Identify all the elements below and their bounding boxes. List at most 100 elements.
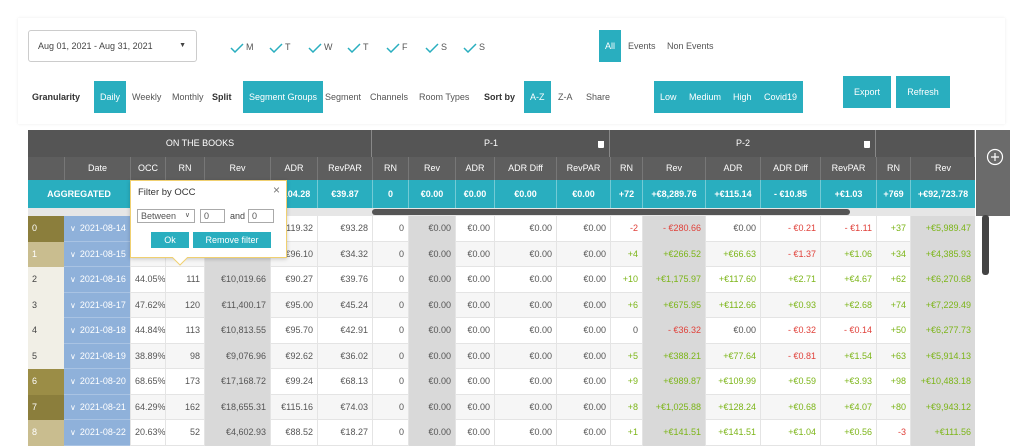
check-icon [386, 43, 400, 53]
date-text: 2021-08-22 [79, 427, 126, 437]
operator-select[interactable]: Between ∨ [137, 209, 195, 223]
sort-label: Sort by [484, 92, 516, 102]
sort-option[interactable]: Share [586, 92, 611, 102]
group-divider [371, 130, 372, 157]
delete-icon [598, 141, 604, 148]
value-cell: +6 [610, 292, 642, 318]
event-option[interactable]: Non Events [667, 41, 714, 51]
day-check[interactable]: M [230, 40, 254, 54]
day-check[interactable]: W [308, 40, 333, 54]
scroll-thumb [372, 209, 850, 215]
value-cell: 173 [165, 369, 204, 395]
value-cell: €0.00 [408, 241, 455, 267]
granularity-option[interactable]: Weekly [132, 92, 162, 102]
split-option[interactable]: Channels [370, 92, 409, 102]
refresh-button[interactable]: Refresh [896, 76, 950, 108]
granularity-option[interactable]: Monthly [172, 92, 204, 102]
export-button[interactable]: Export [843, 76, 891, 108]
row-date[interactable]: ∨ 2021-08-15 [64, 241, 130, 267]
day-check[interactable]: T [347, 40, 369, 54]
delete-icon [864, 141, 870, 148]
popup-pointer [172, 257, 188, 266]
from-input[interactable]: 0 [200, 209, 225, 223]
ok-button[interactable]: Ok [151, 232, 189, 248]
value-cell: +1 [610, 420, 642, 446]
expand-chevron: ∨ [70, 249, 76, 259]
day-label: S [479, 42, 486, 52]
value-cell: €0.00 [408, 420, 455, 446]
level-button[interactable]: Low [654, 81, 683, 113]
remove-filter-button[interactable]: Remove filter [193, 232, 271, 248]
value-cell: €0.00 [408, 292, 455, 318]
value-cell: €0.00 [408, 216, 455, 242]
sort-option[interactable]: Z-A [558, 92, 573, 102]
day-label: W [324, 42, 333, 52]
split-option[interactable]: Room Types [419, 92, 470, 102]
value-cell: 0 [372, 216, 408, 242]
event-option[interactable]: All [599, 30, 622, 62]
row-date[interactable]: ∨ 2021-08-21 [64, 394, 130, 420]
row-date[interactable]: ∨ 2021-08-14 [64, 216, 130, 242]
value-cell: 64.29% [130, 394, 165, 420]
day-check[interactable]: S [463, 40, 485, 54]
value-cell: 0 [610, 318, 642, 344]
level-button[interactable]: High [727, 81, 758, 113]
value-cell: - €36.32 [642, 318, 705, 344]
row-date[interactable]: ∨ 2021-08-16 [64, 267, 130, 293]
level-button[interactable]: Medium [683, 81, 728, 113]
aggregated-value: €0.00 [556, 180, 610, 208]
date-text: 2021-08-14 [79, 223, 126, 233]
column-header: Date [64, 157, 130, 180]
day-check[interactable]: F [386, 40, 408, 54]
row-date[interactable]: ∨ 2021-08-19 [64, 343, 130, 369]
granularity-option[interactable]: Daily [94, 81, 127, 113]
sort-option[interactable]: A-Z [524, 81, 551, 113]
value-cell: €95.70 [270, 318, 317, 344]
value-cell: €39.76 [317, 267, 372, 293]
column-header-band [28, 157, 975, 180]
value-cell: €34.32 [317, 241, 372, 267]
value-cell: 47.62% [130, 292, 165, 318]
value-cell: - €0.32 [760, 318, 820, 344]
value-cell: +€77.64 [705, 343, 760, 369]
row-index: 2 [28, 267, 64, 293]
value-cell: +€10,483.18 [910, 369, 975, 395]
value-cell: - €0.81 [760, 343, 820, 369]
value-cell: €115.16 [270, 394, 317, 420]
value-cell: €42.91 [317, 318, 372, 344]
row-date[interactable]: ∨ 2021-08-20 [64, 369, 130, 395]
day-check[interactable]: T [269, 40, 291, 54]
day-check[interactable]: S [425, 40, 447, 54]
value-cell: +€128.24 [705, 394, 760, 420]
row-date[interactable]: ∨ 2021-08-17 [64, 292, 130, 318]
aggregated-value: +€92,723.78 [910, 180, 975, 208]
date-range-dropdown[interactable]: Aug 01, 2021 - Aug 31, 2021 ▼ [28, 30, 197, 62]
value-cell: +€6,270.68 [910, 267, 975, 293]
value-cell: €0.00 [494, 216, 556, 242]
group-header: ON THE BOOKS [165, 138, 235, 148]
and-label: and [230, 211, 246, 221]
value-cell: €10,019.66 [204, 267, 270, 293]
popup-close[interactable]: × [273, 183, 281, 197]
split-option[interactable]: Segment Groups [243, 81, 324, 113]
day-label: T [363, 42, 369, 52]
to-input[interactable]: 0 [248, 209, 274, 223]
level-button[interactable]: Covid19 [758, 81, 804, 113]
date-text: 2021-08-15 [79, 248, 126, 259]
value-cell: +€1,025.88 [642, 394, 705, 420]
row-date[interactable]: ∨ 2021-08-18 [64, 318, 130, 344]
aggregated-label: AGGREGATED [47, 189, 111, 199]
event-option[interactable]: Events [628, 41, 656, 51]
value-cell: 113 [165, 318, 204, 344]
value-cell: €0.00 [455, 292, 494, 318]
expand-chevron: ∨ [70, 428, 76, 437]
add-column-icon[interactable] [986, 148, 1004, 166]
column-header: Rev [642, 157, 705, 180]
value-cell: +€7,229.49 [910, 292, 975, 318]
expand-chevron: ∨ [70, 402, 76, 412]
split-option[interactable]: Segment [325, 92, 362, 102]
date-text: 2021-08-16 [79, 274, 126, 284]
row-date[interactable]: ∨ 2021-08-22 [64, 420, 130, 446]
vertical-scrollbar[interactable] [982, 215, 989, 275]
